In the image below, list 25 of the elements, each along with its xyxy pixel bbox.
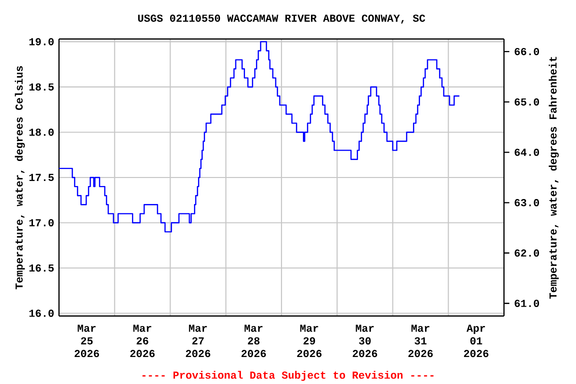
y2-tick-label: 65.0: [514, 98, 540, 106]
y-tick-label: 16.5: [29, 264, 54, 272]
y-tick-label: 18.5: [29, 83, 54, 91]
chart-title: USGS 02110550 WACCAMAW RIVER ABOVE CONWAY, SC: [138, 14, 426, 24]
y2-tick-label: 62.0: [514, 249, 540, 257]
y-tick-label: 16.0: [29, 310, 54, 317]
y2-tick-label: 66.0: [514, 48, 540, 56]
x-tick-label: Mar 29 2026: [297, 324, 322, 358]
x-tick-label: Mar 27 2026: [186, 324, 210, 358]
x-tick-label: Mar 25 2026: [74, 324, 100, 358]
x-tick-label: Mar 31 2026: [408, 324, 433, 358]
y2-tick-label: 61.0: [514, 300, 540, 308]
y2-tick-label: 63.0: [514, 199, 540, 206]
x-tick-label: Mar 28 2026: [242, 324, 266, 358]
x-tick-label: Mar 26 2026: [130, 324, 155, 358]
y-tick-label: 19.0: [29, 38, 54, 46]
x-tick-label: Mar 30 2026: [352, 324, 378, 358]
y-tick-label: 18.0: [29, 128, 54, 136]
x-tick-label: Apr 01 2026: [464, 324, 488, 358]
y-tick-label: 17.5: [29, 174, 54, 182]
y-tick-label: 17.0: [29, 219, 54, 226]
y2-tick-label: 64.0: [514, 148, 540, 156]
text: ---- Provisional Data Subject to Revision ----: [142, 370, 434, 381]
y-axis-title: Temperature, water, degrees Celsius: [14, 66, 25, 290]
y2-axis-title: Temperature, water, degrees Fahrenheit: [548, 56, 559, 299]
